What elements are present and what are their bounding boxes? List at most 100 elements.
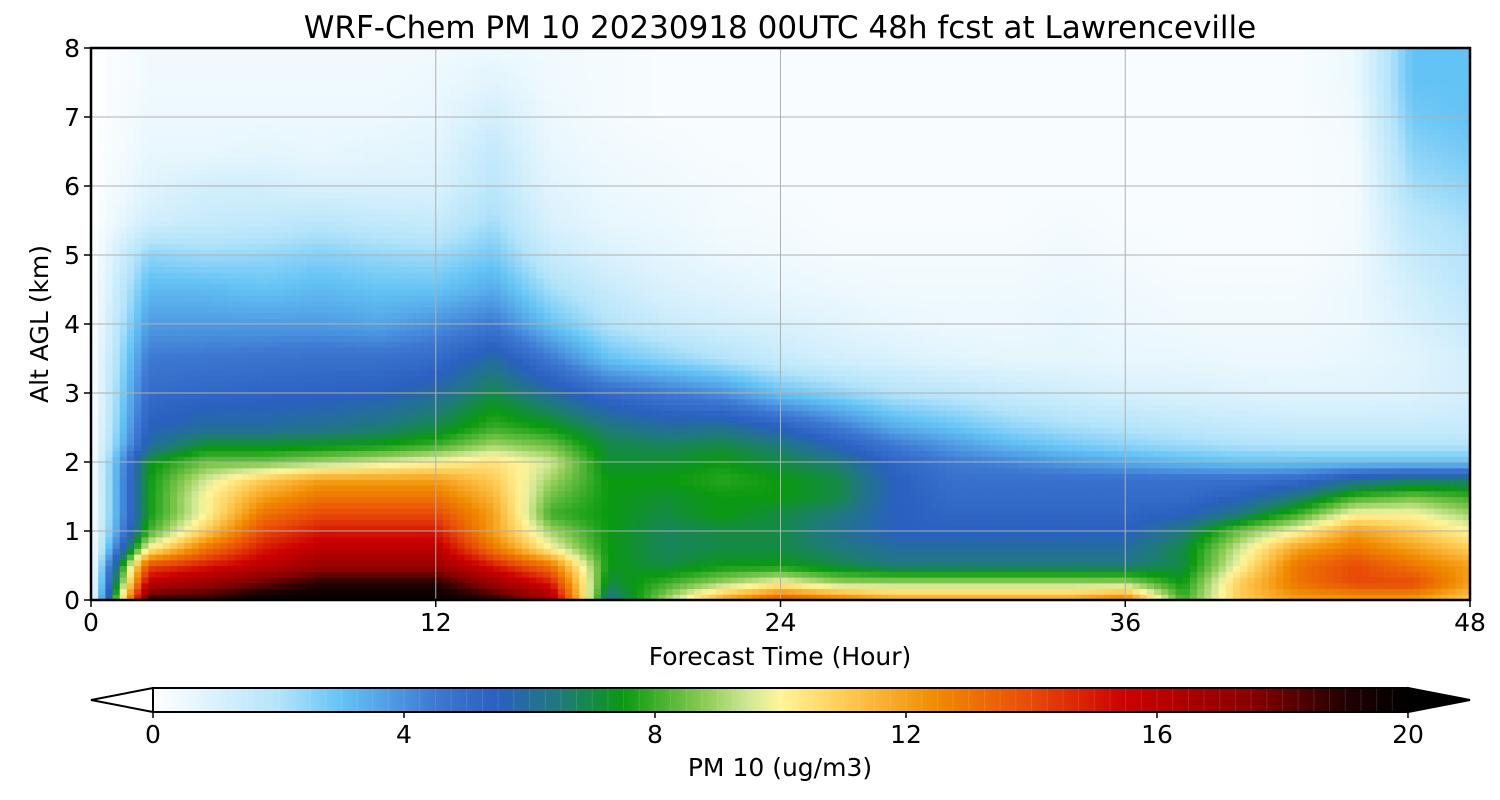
heatmap-cell [1383, 571, 1392, 578]
heatmap-cell [1390, 467, 1399, 475]
heatmap-cell [134, 571, 142, 578]
heatmap-cell [658, 513, 667, 521]
heatmap-cell [464, 473, 473, 480]
heatmap-cell [385, 536, 394, 544]
heatmap-cell [931, 548, 940, 555]
heatmap-cell [895, 582, 904, 590]
heatmap-cell [794, 588, 803, 595]
heatmap-cell [845, 536, 853, 544]
heatmap-cell [1290, 473, 1299, 480]
heatmap-cell [1254, 519, 1263, 526]
heatmap-cell [766, 467, 774, 475]
heatmap-cell [500, 519, 509, 526]
heatmap-cell [148, 479, 157, 486]
heatmap-cell [363, 513, 372, 521]
heatmap-cell [679, 467, 688, 475]
heatmap-cell [902, 536, 911, 544]
heatmap-cell [945, 548, 954, 555]
heatmap-cell [1197, 467, 1205, 475]
heatmap-cell [1211, 479, 1220, 486]
heatmap-cell [658, 548, 667, 555]
heatmap-cell [751, 594, 760, 600]
heatmap-cell [974, 485, 983, 492]
heatmap-cell [572, 485, 580, 492]
heatmap-cell [299, 594, 308, 600]
heatmap-cell [450, 571, 458, 578]
heatmap-cell [428, 502, 437, 509]
heatmap-cell [213, 456, 221, 463]
heatmap-cell [1240, 571, 1248, 578]
heatmap-cell [1175, 571, 1184, 578]
heatmap-cell [1276, 462, 1284, 469]
heatmap-cell [852, 554, 861, 561]
heatmap-cell [1426, 582, 1435, 590]
heatmap-cell [744, 513, 753, 521]
heatmap-cell [723, 571, 731, 578]
heatmap-cell [521, 502, 530, 509]
heatmap-cell [1362, 450, 1371, 457]
heatmap-cell [881, 502, 889, 509]
heatmap-cell [1268, 479, 1277, 486]
heatmap-cell [1110, 496, 1119, 503]
heatmap-cell [1276, 582, 1284, 590]
heatmap-cell [766, 508, 774, 515]
heatmap-cell [371, 559, 379, 567]
heatmap-cell [514, 508, 523, 515]
heatmap-cell [1254, 467, 1263, 475]
heatmap-cell [895, 485, 904, 492]
heatmap-cell [1254, 502, 1263, 509]
heatmap-cell [952, 548, 961, 555]
heatmap-cell [284, 467, 293, 475]
heatmap-cell [241, 502, 250, 509]
heatmap-cell [1182, 456, 1191, 463]
heatmap-cell [529, 554, 537, 561]
heatmap-cell [1197, 479, 1205, 486]
heatmap-cell [1146, 525, 1155, 532]
heatmap-cell [536, 485, 545, 492]
heatmap-cell [1153, 542, 1162, 549]
heatmap-cell [1326, 519, 1335, 526]
heatmap-cell [1419, 508, 1428, 515]
heatmap-cell [148, 456, 157, 463]
heatmap-cell [306, 571, 315, 578]
heatmap-cell [529, 548, 537, 555]
heatmap-cell [572, 462, 580, 469]
heatmap-cell [292, 594, 300, 600]
heatmap-cell [1204, 571, 1213, 578]
heatmap-cell [1355, 519, 1363, 526]
heatmap-cell [586, 502, 595, 509]
heatmap-cell [263, 496, 272, 503]
heatmap-cell [421, 467, 430, 475]
heatmap-cell [679, 502, 688, 509]
heatmap-cell [622, 548, 631, 555]
heatmap-cell [1225, 513, 1234, 521]
heatmap-cell [608, 588, 616, 595]
heatmap-cell [119, 531, 128, 538]
heatmap-cell [873, 473, 882, 480]
heatmap-cell [945, 565, 954, 572]
heatmap-cell [184, 508, 193, 515]
heatmap-cell [514, 502, 523, 509]
heatmap-cell [148, 582, 157, 590]
heatmap-cell [1132, 450, 1141, 457]
heatmap-cell [507, 485, 516, 492]
heatmap-cell [170, 490, 178, 498]
heatmap-cell [148, 502, 157, 509]
heatmap-cell [349, 519, 358, 526]
heatmap-cell [1175, 473, 1184, 480]
heatmap-cell [1398, 525, 1406, 532]
heatmap-cell [1017, 450, 1026, 457]
heatmap-cell [306, 462, 315, 469]
heatmap-cell [852, 565, 861, 572]
heatmap-cell [155, 588, 164, 595]
heatmap-cell [1398, 456, 1406, 463]
heatmap-cell [550, 571, 559, 578]
heatmap-cell [1182, 496, 1191, 503]
heatmap-cell [636, 490, 645, 498]
heatmap-cell [644, 571, 652, 578]
heatmap-cell [184, 456, 193, 463]
heatmap-cell [952, 531, 961, 538]
heatmap-cell [723, 485, 731, 492]
heatmap-cell [198, 450, 207, 457]
heatmap-cell [356, 456, 365, 463]
